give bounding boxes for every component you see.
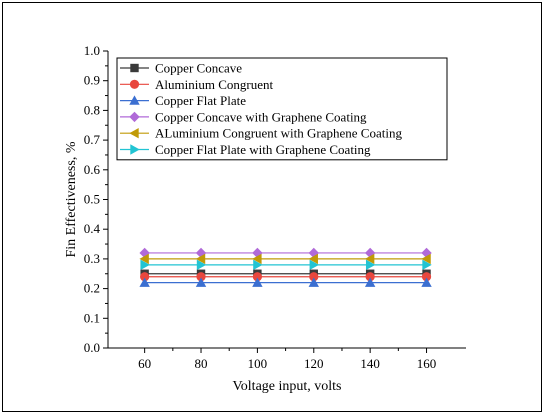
legend-entry: Copper Flat Plate (120, 93, 246, 108)
data-point (195, 253, 206, 265)
data-point (364, 277, 376, 287)
legend-marker (130, 63, 139, 73)
x-axis-title: Voltage input, volts (232, 379, 341, 394)
legend-label: Copper Concave (155, 61, 242, 76)
data-point (140, 272, 150, 282)
x-tick-label: 100 (248, 356, 268, 371)
y-tick-label: 0.1 (84, 310, 100, 325)
legend-entry: Aluminium Congruent (120, 77, 273, 92)
legend-label: ALuminium Congruent with Graphene Coatin… (155, 126, 402, 141)
legend-entry: Copper Flat Plate with Graphene Coating (120, 142, 371, 157)
x-tick-label: 60 (138, 356, 151, 371)
data-point (309, 259, 319, 271)
data-point (139, 253, 149, 265)
data-point (308, 277, 319, 287)
data-point (252, 272, 263, 282)
data-point (252, 253, 262, 265)
x-tick-label: 160 (417, 356, 437, 371)
legend-marker (130, 144, 140, 155)
x-tick-label: 80 (195, 356, 208, 371)
data-point (422, 259, 432, 271)
legend-label: Aluminium Congruent (155, 77, 273, 92)
data-point (196, 259, 207, 271)
y-tick-label: 0.0 (84, 340, 100, 355)
x-tick-label: 140 (360, 356, 380, 371)
y-tick-label: 0.7 (84, 132, 101, 147)
y-axis-title: Fin Effectiveness, % (64, 141, 79, 257)
legend-box (116, 57, 448, 161)
legend-marker (129, 111, 140, 123)
legend-marker (129, 79, 140, 89)
legend-label: Copper Concave with Graphene Coating (155, 109, 367, 124)
axes: 0.0 0.1 0.2 0.3 0.4 0.5 0.6 0.7 0.8 0.9 1.0 60 80 100… (84, 43, 466, 371)
legend-entry: Copper Concave with Graphene Coating (120, 109, 367, 124)
legend-entry: Copper Concave (120, 61, 242, 76)
data-point (195, 277, 207, 287)
series-6 (140, 259, 432, 271)
legend-entry: ALuminium Congruent with Graphene Coatin… (120, 126, 402, 141)
x-tick-label: 120 (304, 356, 324, 371)
chart-frame (2, 2, 542, 412)
legend-marker (129, 128, 139, 139)
data-point (309, 272, 319, 282)
data-point (421, 253, 431, 265)
legend-label: Copper Flat Plate with Graphene Coating (155, 142, 371, 157)
data-point (421, 277, 432, 287)
legend-marker (129, 95, 140, 105)
y-tick-label: 0.5 (84, 192, 100, 207)
legend-label: Copper Flat Plate (155, 93, 246, 108)
y-tick-label: 0.3 (84, 251, 100, 266)
data-point (365, 272, 375, 282)
y-tick-label: 0.6 (84, 162, 101, 177)
series-2 (140, 272, 432, 282)
series-4 (139, 247, 432, 259)
data-point (252, 277, 263, 287)
data-point (365, 259, 376, 271)
y-tick-label: 1.0 (84, 43, 100, 58)
data-point (140, 259, 150, 271)
data-point (364, 253, 375, 265)
y-tick-label: 0.9 (84, 73, 100, 88)
data-point (139, 277, 150, 287)
y-tick-label: 0.4 (84, 221, 101, 236)
y-tick-label: 0.2 (84, 281, 100, 296)
y-tick-label: 0.8 (84, 102, 100, 117)
series-5 (139, 253, 431, 265)
series-layer (139, 247, 432, 287)
data-point (196, 272, 206, 282)
data-point (308, 253, 318, 265)
series-3 (139, 277, 432, 287)
data-point (253, 259, 263, 271)
data-point (421, 272, 432, 282)
